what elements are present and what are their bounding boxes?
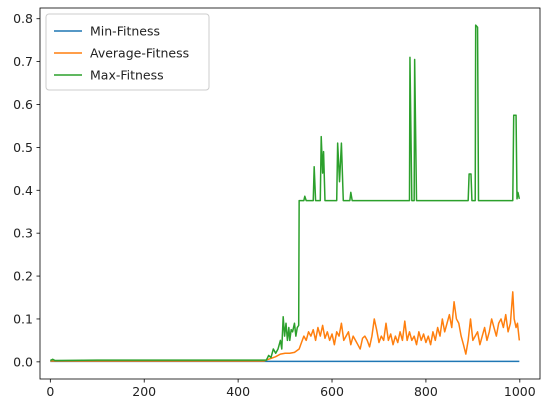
- axes-frame: [39, 7, 541, 380]
- y-tick-label: 0.0: [13, 354, 33, 369]
- y-tick-label: 0.8: [13, 11, 33, 26]
- y-tick-label: 0.1: [13, 311, 33, 326]
- series-line-average-fitness: [50, 291, 521, 362]
- y-tick-label: 0.3: [13, 226, 33, 241]
- plot-area: [49, 24, 521, 363]
- y-tick-label: 0.2: [13, 269, 33, 284]
- y-tick-label: 0.7: [13, 54, 33, 69]
- legend-label: Average-Fitness: [90, 46, 189, 61]
- x-tick-label: 800: [414, 384, 438, 399]
- legend: Min-Fitness Average-Fitness Max-Fitness: [45, 13, 210, 91]
- axes: 0 200 400 600 800 1000 0.0 0.1 0.2 0.3 0.4 0.5 0.6 0.…: [13, 7, 541, 399]
- series-line-max-fitness: [49, 24, 521, 362]
- x-tick-label: 200: [132, 384, 156, 399]
- x-tick-label: 0: [46, 384, 54, 399]
- y-tick-label: 0.4: [13, 183, 33, 198]
- x-tick-label: 600: [320, 384, 344, 399]
- y-tick-label: 0.5: [13, 140, 33, 155]
- legend-label: Min-Fitness: [90, 24, 160, 39]
- x-tick-label: 400: [226, 384, 250, 399]
- y-tick-label: 0.6: [13, 97, 33, 112]
- x-tick-label: 1000: [504, 384, 536, 399]
- legend-label: Max-Fitness: [90, 68, 164, 83]
- legend-box: [45, 13, 210, 91]
